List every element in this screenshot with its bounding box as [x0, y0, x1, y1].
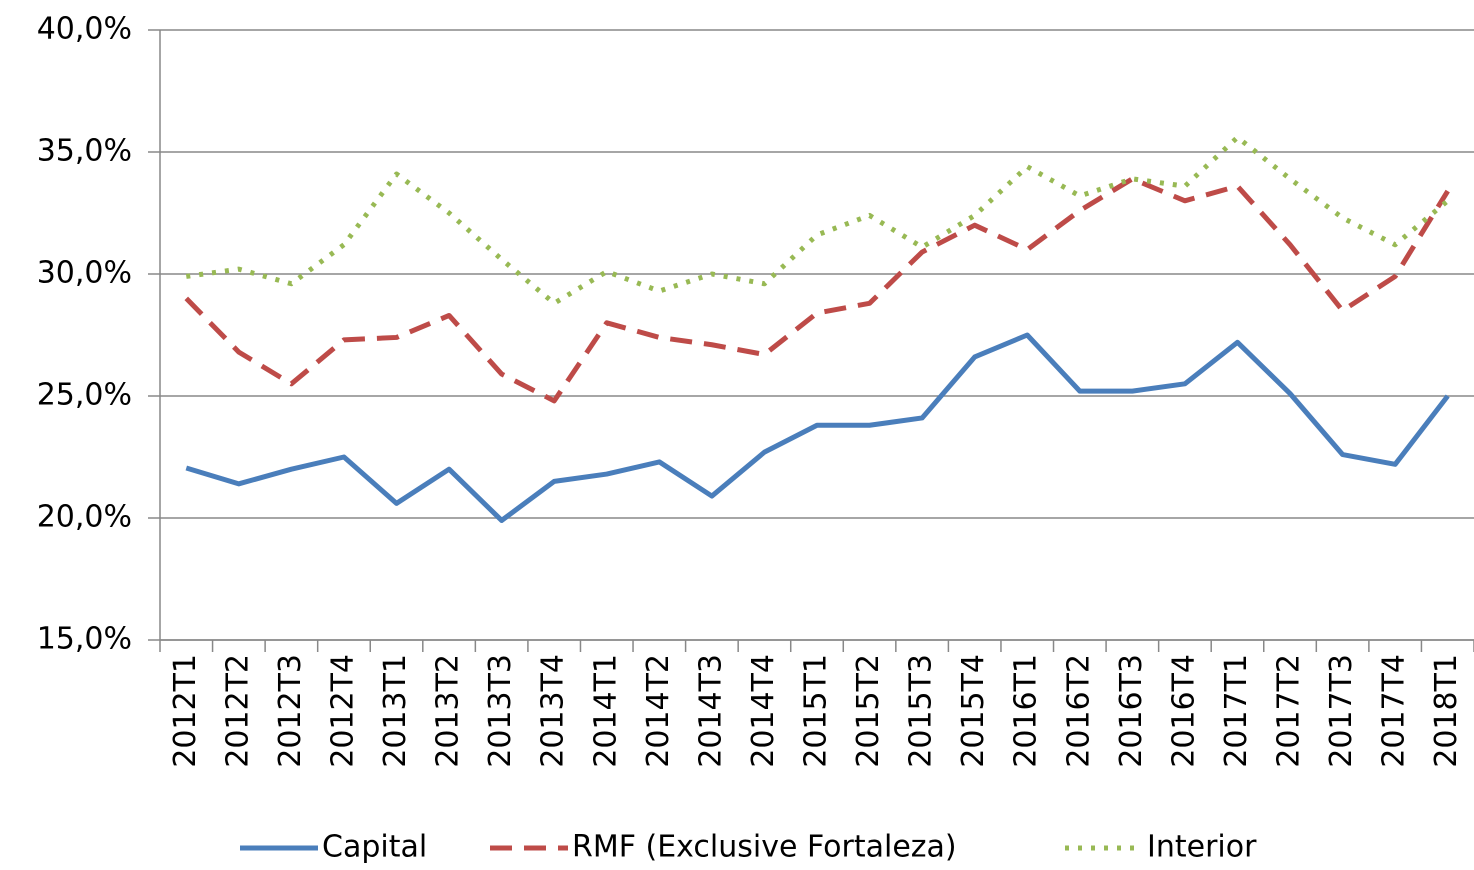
x-tick-label: 2013T4 [536, 654, 571, 768]
legend-label: Interior [1147, 830, 1257, 865]
y-tick-label: 15,0% [37, 622, 132, 657]
legend-label: RMF (Exclusive Fortaleza) [572, 830, 957, 865]
y-tick-label: 25,0% [37, 378, 132, 413]
y-tick-label: 30,0% [37, 256, 132, 291]
x-tick-label: 2014T2 [641, 654, 676, 768]
x-tick-label: 2017T2 [1272, 654, 1307, 768]
x-tick-label: 2013T1 [378, 654, 413, 768]
x-tick-label: 2013T3 [483, 654, 518, 768]
series-line [184, 176, 1450, 404]
x-tick-label: 2018T1 [1429, 654, 1464, 768]
series-line [185, 332, 1450, 523]
x-tick-label: 2015T4 [956, 654, 991, 768]
x-tick-label: 2012T1 [168, 654, 203, 768]
x-tick-label: 2016T4 [1166, 654, 1201, 768]
x-tick-label: 2016T3 [1114, 654, 1149, 768]
y-tick-label: 20,0% [37, 500, 132, 535]
x-tick-label: 2014T1 [588, 654, 623, 768]
x-tick-label: 2016T1 [1009, 654, 1044, 768]
x-tick-label: 2015T1 [799, 654, 834, 768]
x-tick-label: 2017T3 [1324, 654, 1359, 768]
x-tick-label: 2012T4 [325, 654, 360, 768]
y-tick-label: 35,0% [37, 134, 132, 169]
series-line [185, 134, 1450, 306]
x-tick-label: 2012T2 [220, 654, 255, 768]
x-tick-label: 2017T4 [1377, 654, 1412, 768]
x-tick-label: 2015T3 [904, 654, 939, 768]
x-tick-label: 2014T4 [746, 654, 781, 768]
x-tick-label: 2013T2 [431, 654, 466, 768]
y-tick-label: 40,0% [37, 12, 132, 47]
x-tick-label: 2017T1 [1219, 654, 1254, 768]
legend-label: Capital [322, 830, 427, 865]
x-tick-label: 2016T2 [1061, 654, 1096, 768]
x-tick-label: 2012T3 [273, 654, 308, 768]
x-tick-label: 2014T3 [693, 654, 728, 768]
x-tick-label: 2015T2 [851, 654, 886, 768]
